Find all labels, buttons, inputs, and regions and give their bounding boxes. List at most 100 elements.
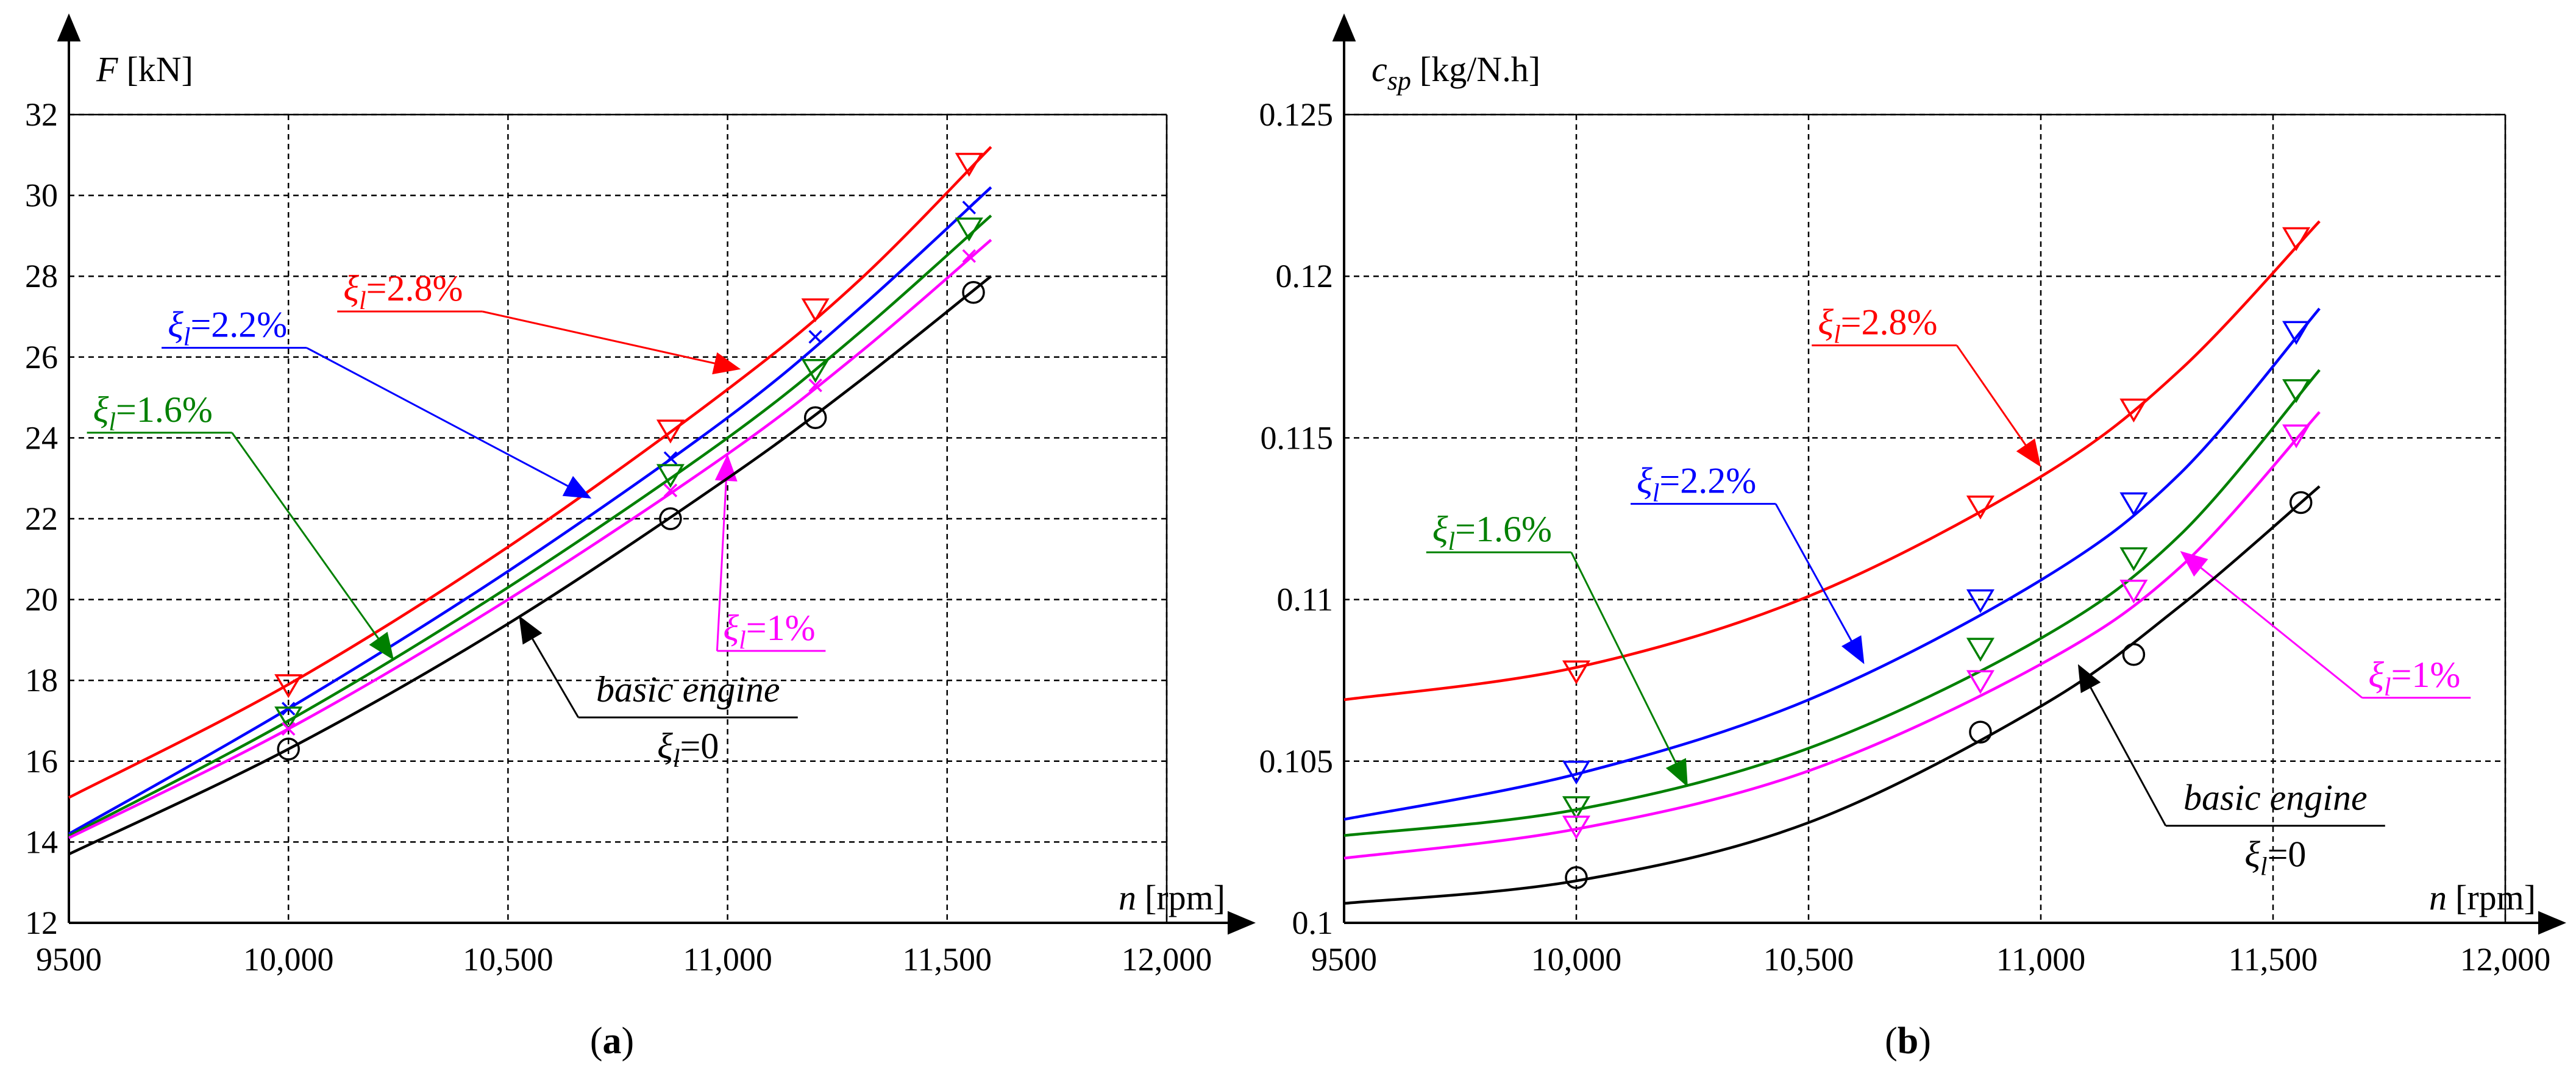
y-tick-label: 0.105 [1259,743,1334,780]
series-3: ξl=1% [68,238,992,839]
data-marker [801,298,830,322]
y-tick-label: 22 [25,500,58,537]
x-axis-arrow [2538,911,2566,935]
series-label: basic engine ξl=0 [519,616,798,773]
series-label-text: ξl=0 [657,726,719,773]
data-marker [663,451,678,465]
x-tick-label: 11,000 [1996,941,2086,978]
y-tick-label: 0.115 [1261,419,1334,456]
y-tick-label: 32 [25,96,58,133]
label-arrowhead [519,616,543,645]
series-label: ξl=1.6% [1426,509,1688,788]
data-marker [1966,638,1994,662]
series-label-text: ξl=0 [2244,834,2306,881]
data-marker [2122,643,2146,666]
series-2: ξl=1.6% [1343,369,2321,838]
y-tick-label: 0.1 [1292,905,1334,941]
x-tick-label: 10,000 [1531,941,1622,978]
series-label-text: ξl=2.2% [168,305,287,352]
data-marker [1966,589,1994,614]
data-marker [2119,547,2148,572]
data-marker [277,738,300,761]
series-line [1343,411,2321,860]
series-0: ξl=2.8% [68,146,992,799]
data-marker [962,201,977,215]
y-tick-label: 0.12 [1276,258,1334,294]
series-label-text: ξl=1.6% [1432,509,1552,556]
x-tick-label: 11,000 [683,941,772,978]
x-tick-label: 12,000 [1122,941,1212,978]
data-marker [808,378,822,393]
x-axis-label: n [rpm] [2429,878,2536,917]
series-label: basic engine ξl=0 [2077,664,2385,881]
data-marker [663,483,678,497]
data-marker [281,722,296,736]
series-label-text: ξl=2.8% [1818,302,1937,349]
data-marker [1562,760,1591,785]
x-tick-label: 10,000 [243,941,334,978]
y-tick-label: 24 [25,419,58,456]
x-tick-label: 10,500 [1763,941,1854,978]
data-marker [801,358,830,383]
y-axis-arrow [57,13,81,41]
data-marker [2289,491,2313,514]
series-4: basic engine ξl=0 [1343,485,2385,905]
caption-b: (b) [1885,1020,1931,1062]
series-1: ξl=2.2% [68,186,992,836]
label-arrowhead [2077,664,2101,694]
data-marker [1966,496,1994,520]
x-axis-arrow [1228,911,1256,935]
series-line [68,238,992,839]
label-arrowhead [1841,635,1865,664]
series-label-text: ξl=1.6% [93,389,213,436]
series-label: ξl=2.2% [162,305,592,499]
label-leader [2198,565,2363,699]
data-marker [803,406,827,429]
chart-a: 9500 10,000 10,500 11,000 11,500 12,000 12 14 16… [25,13,1256,978]
y-tick-label: 28 [25,258,58,294]
data-marker [2119,398,2148,423]
data-marker [955,152,983,177]
label-leader [1774,503,1854,644]
series-label: ξl=1.6% [87,389,394,661]
data-marker [274,674,303,699]
series-label-caption: basic engine [2183,778,2368,818]
data-marker [962,280,985,304]
series-label: ξl=2.8% [337,268,741,375]
y-tick-label: 14 [25,823,58,860]
data-marker [1562,816,1591,840]
label-arrowhead [712,352,741,375]
data-marker [274,706,303,731]
data-marker [659,507,682,530]
series-label-text: ξl=1% [723,608,815,655]
label-arrowhead [2016,438,2041,468]
y-tick-label: 30 [25,177,58,214]
series-label: ξl=1% [2180,551,2471,702]
series-label-text: ξl=1% [2368,655,2460,702]
label-leader [306,347,571,488]
x-tick-label: 9500 [36,941,102,978]
label-arrowhead [714,453,738,482]
x-tick-label: 10,500 [463,941,553,978]
label-arrowhead [2180,551,2208,577]
label-leader [231,432,381,641]
series-1: ξl=2.2% [1343,307,2321,821]
series-2: ξl=1.6% [68,215,992,838]
y-tick-label: 26 [25,339,58,375]
data-marker [2282,227,2311,252]
series-line [68,275,992,856]
series-label-text: ξl=2.2% [1637,461,1756,508]
label-leader [716,478,727,651]
series-line [68,186,992,836]
series-label: ξl=1% [714,453,826,655]
y-axis-label: csp [kg/N.h] [1372,49,1540,96]
y-tick-label: 0.11 [1277,581,1334,618]
data-marker [2119,579,2148,604]
chart-b: 9500 10,000 10,500 11,000 11,500 12,000 0.1 0.1… [1259,13,2566,978]
label-arrowhead [369,631,394,661]
y-tick-label: 18 [25,662,58,699]
x-axis-label: n [rpm] [1119,878,1225,917]
series-line [1343,220,2321,702]
label-leader [2088,685,2167,827]
